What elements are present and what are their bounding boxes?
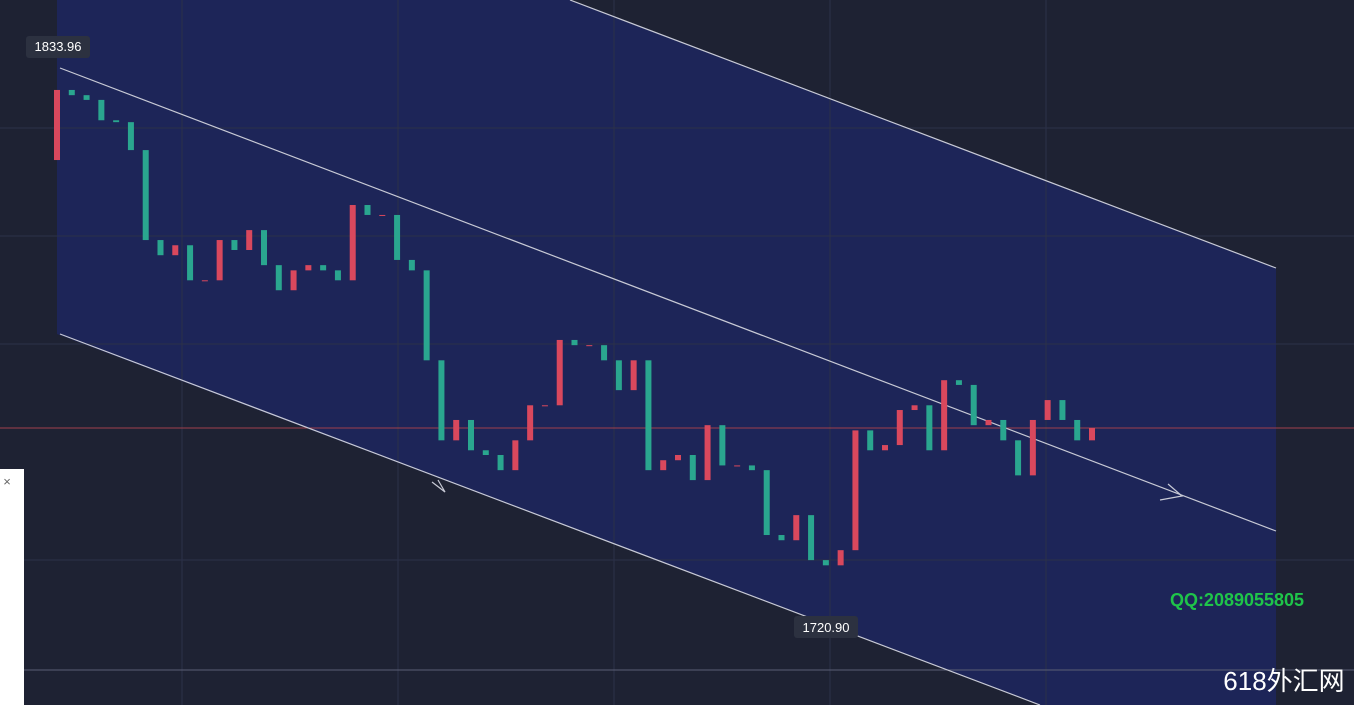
candle <box>334 270 341 281</box>
candle <box>497 455 504 471</box>
candle <box>615 360 622 391</box>
candle <box>896 410 903 446</box>
candle <box>201 280 208 282</box>
candle <box>571 339 578 346</box>
candle <box>1089 428 1095 441</box>
candle <box>320 265 327 271</box>
candle <box>675 455 681 461</box>
candle <box>157 240 164 256</box>
candle <box>926 405 933 451</box>
candle <box>423 270 430 361</box>
candle <box>689 455 696 481</box>
candle <box>305 265 312 271</box>
candle <box>808 515 815 561</box>
candle <box>1044 400 1051 420</box>
close-icon[interactable]: × <box>3 474 11 489</box>
candle <box>127 122 134 151</box>
side-panel[interactable] <box>0 469 24 705</box>
candle <box>1059 400 1066 420</box>
candle <box>246 230 253 250</box>
candle <box>601 345 608 361</box>
candle <box>793 515 800 541</box>
candle <box>379 214 386 216</box>
candle <box>719 425 726 466</box>
candle <box>261 230 267 266</box>
candle <box>586 345 593 347</box>
candle <box>556 339 563 406</box>
candle <box>837 550 844 566</box>
candle <box>83 95 90 100</box>
candle <box>275 265 282 291</box>
channel-lines <box>59 0 1277 705</box>
candle <box>68 89 75 96</box>
candle <box>955 380 962 385</box>
candle <box>231 240 238 250</box>
high-tag <box>26 36 90 58</box>
low-label: 1720.90 <box>803 620 850 635</box>
candle <box>1015 440 1022 476</box>
candle <box>113 120 120 123</box>
candle <box>290 270 297 291</box>
candle <box>985 419 992 426</box>
candle <box>763 470 770 536</box>
candle <box>704 425 711 481</box>
candle <box>54 89 60 161</box>
candle <box>911 405 918 411</box>
candle <box>394 214 401 260</box>
candle <box>660 460 667 471</box>
candle <box>142 150 149 241</box>
candle <box>734 465 741 467</box>
candle <box>748 465 755 471</box>
candle <box>216 240 223 281</box>
candle <box>941 380 948 451</box>
candle <box>468 419 474 451</box>
site-logo: 618外汇网 <box>1223 666 1344 696</box>
candle <box>1074 419 1081 441</box>
candle <box>453 419 460 441</box>
candle <box>364 205 371 215</box>
candles <box>54 89 1095 566</box>
candle <box>1029 419 1036 476</box>
candle <box>970 384 977 426</box>
candle <box>645 360 652 471</box>
candle <box>512 440 519 471</box>
channel-fill <box>57 0 1276 705</box>
candle <box>172 245 179 256</box>
high-label: 1833.96 <box>35 39 82 54</box>
candle <box>98 99 105 121</box>
candle <box>852 430 859 551</box>
candle <box>822 560 829 566</box>
candle <box>1000 419 1007 441</box>
candle <box>882 445 888 451</box>
candle <box>541 405 548 407</box>
watermark: QQ:2089055805 <box>1170 590 1304 610</box>
candle <box>187 245 194 281</box>
candle <box>482 450 489 456</box>
candle <box>630 360 637 391</box>
candle <box>867 430 874 451</box>
candle <box>408 259 415 271</box>
low-tag <box>794 616 858 638</box>
candle <box>438 360 445 441</box>
candle <box>349 205 356 281</box>
candle <box>778 535 785 541</box>
candle <box>527 405 534 441</box>
